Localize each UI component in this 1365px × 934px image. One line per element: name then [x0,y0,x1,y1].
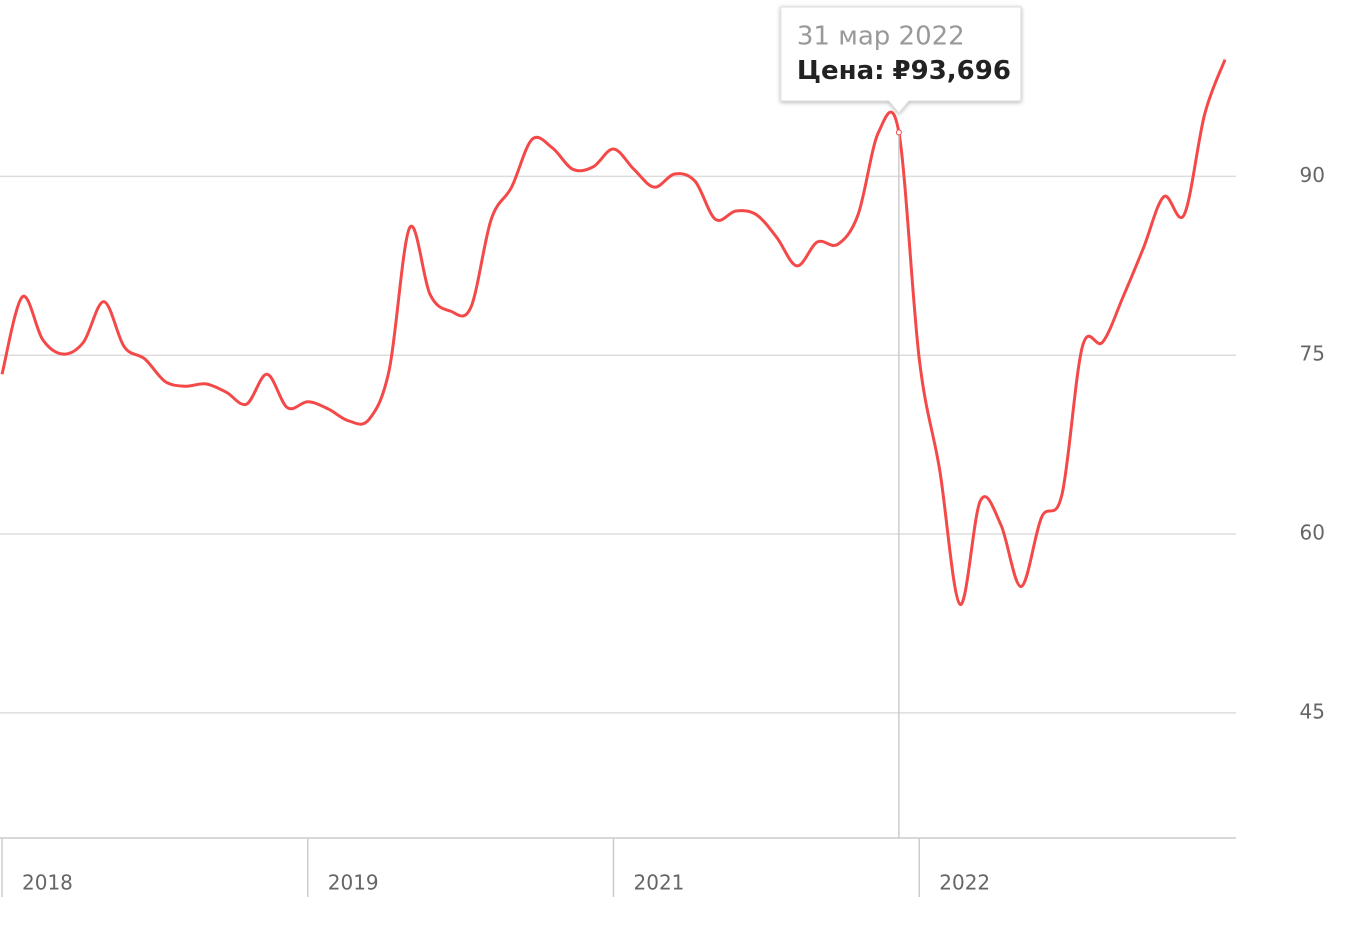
x-tick-label: 2019 [328,871,379,895]
price-line [0,59,1227,606]
y-tick-label: 90 [1300,163,1325,187]
tooltip-label: Цена: [797,56,885,86]
y-tick-label: 75 [1300,342,1325,366]
x-tick-label: 2018 [22,871,73,895]
hover-point [895,129,902,136]
x-tick-label: 2021 [634,871,685,895]
x-tick-label: 2022 [939,871,990,895]
tooltip-box [780,6,1022,114]
tooltip-price: ₽93,696 [893,56,1011,86]
y-tick-label: 60 [1300,521,1325,545]
tooltip-date: 31 мар 2022 [797,22,965,52]
tooltip-value: Цена: ₽93,696 [797,56,1011,86]
y-tick-label: 45 [1300,699,1325,723]
